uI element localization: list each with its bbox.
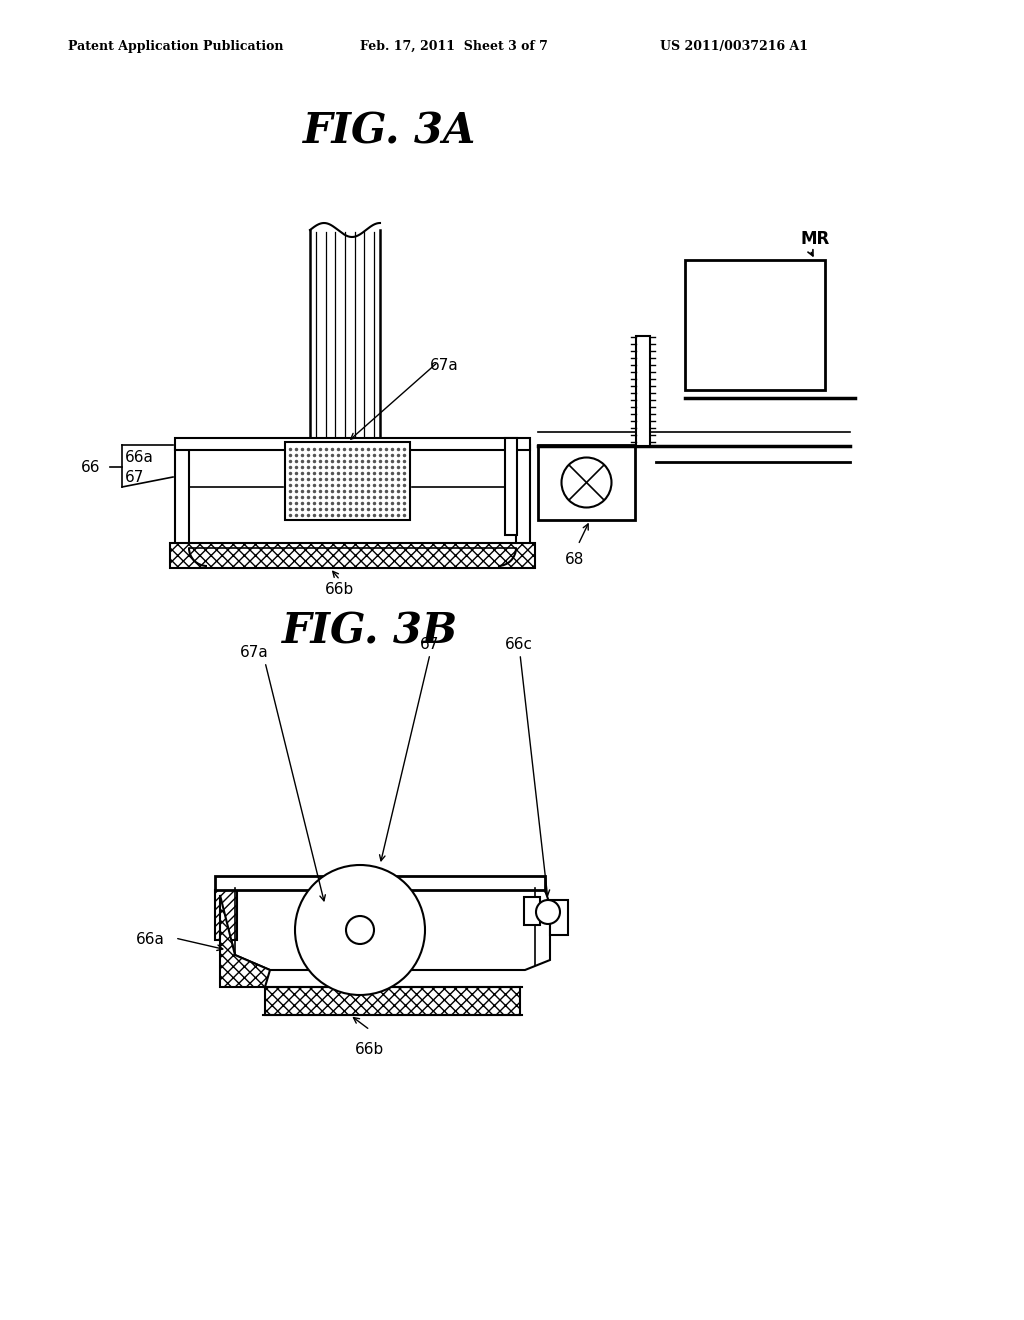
Circle shape <box>295 865 425 995</box>
Bar <box>550 900 568 935</box>
Bar <box>524 898 540 925</box>
Text: 67: 67 <box>125 470 144 484</box>
Bar <box>215 890 237 940</box>
Text: 66b: 66b <box>326 582 354 597</box>
Text: FIG. 3A: FIG. 3A <box>303 110 476 152</box>
Bar <box>505 438 517 535</box>
Text: 66c: 66c <box>505 638 534 652</box>
Circle shape <box>536 900 560 924</box>
Bar <box>175 445 189 550</box>
Circle shape <box>561 458 611 507</box>
Text: 67a: 67a <box>240 645 268 660</box>
Text: Patent Application Publication: Patent Application Publication <box>68 40 284 53</box>
Bar <box>636 337 650 446</box>
Bar <box>516 445 530 550</box>
Bar <box>215 876 545 890</box>
Text: FIG. 3B: FIG. 3B <box>282 610 458 652</box>
Bar <box>538 445 635 520</box>
Text: 66a: 66a <box>136 932 165 948</box>
Text: 67a: 67a <box>430 358 459 372</box>
Text: US 2011/0037216 A1: US 2011/0037216 A1 <box>660 40 808 53</box>
Text: 67: 67 <box>420 638 439 652</box>
Text: 66: 66 <box>81 459 100 474</box>
Polygon shape <box>215 890 550 970</box>
Bar <box>285 442 410 520</box>
Bar <box>685 260 825 389</box>
Text: Feb. 17, 2011  Sheet 3 of 7: Feb. 17, 2011 Sheet 3 of 7 <box>360 40 548 53</box>
Circle shape <box>346 916 374 944</box>
Bar <box>175 438 530 450</box>
Text: 66b: 66b <box>355 1041 385 1057</box>
Text: 66a: 66a <box>125 450 154 465</box>
Text: 68: 68 <box>565 552 585 568</box>
Text: MR: MR <box>800 230 829 248</box>
Bar <box>170 543 535 568</box>
Bar <box>265 987 520 1015</box>
Polygon shape <box>220 895 270 987</box>
